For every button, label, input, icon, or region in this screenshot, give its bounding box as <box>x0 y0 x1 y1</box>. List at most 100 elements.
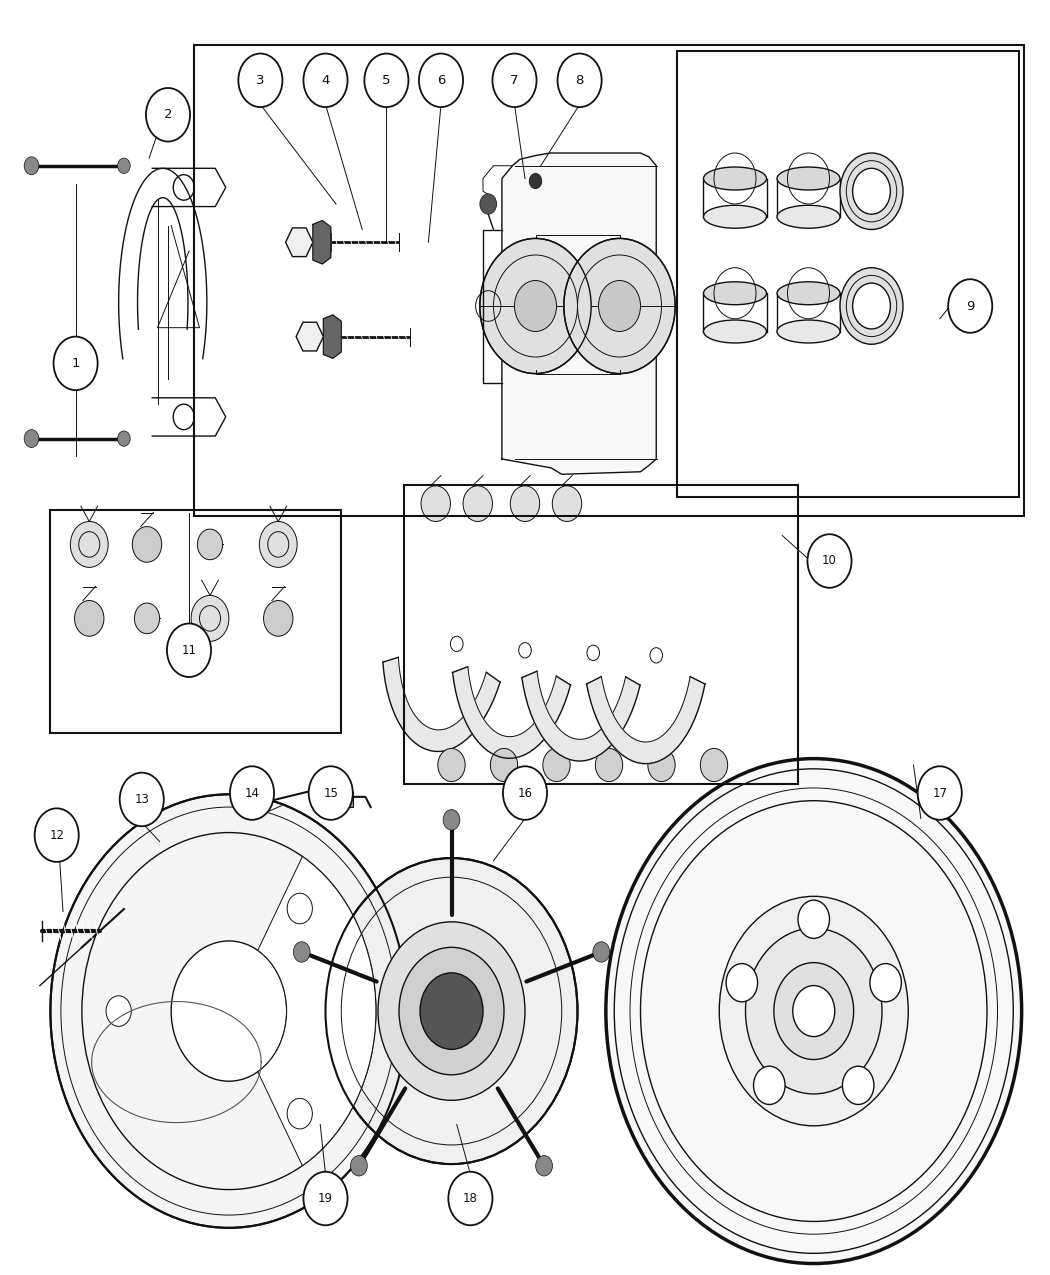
Circle shape <box>197 529 223 560</box>
Circle shape <box>552 486 582 521</box>
Circle shape <box>132 527 162 562</box>
Circle shape <box>564 238 675 374</box>
Ellipse shape <box>777 320 840 343</box>
Circle shape <box>230 766 274 820</box>
Text: 2: 2 <box>164 108 172 121</box>
Circle shape <box>419 54 463 107</box>
Circle shape <box>259 521 297 567</box>
Circle shape <box>918 766 962 820</box>
Ellipse shape <box>777 167 840 190</box>
Circle shape <box>293 942 310 963</box>
Polygon shape <box>383 658 500 751</box>
Circle shape <box>24 430 39 448</box>
Text: 10: 10 <box>822 555 837 567</box>
Circle shape <box>54 337 98 390</box>
Text: 17: 17 <box>932 787 947 799</box>
Circle shape <box>754 1066 785 1104</box>
Text: 16: 16 <box>518 787 532 799</box>
Circle shape <box>648 748 675 782</box>
Circle shape <box>287 894 312 924</box>
Polygon shape <box>313 221 331 264</box>
Circle shape <box>510 486 540 521</box>
Circle shape <box>558 54 602 107</box>
Bar <box>404 484 798 784</box>
Circle shape <box>120 773 164 826</box>
Circle shape <box>35 808 79 862</box>
Polygon shape <box>323 315 341 358</box>
Text: 13: 13 <box>134 793 149 806</box>
Circle shape <box>287 1098 312 1128</box>
Text: 19: 19 <box>318 1192 333 1205</box>
Circle shape <box>480 238 591 374</box>
Circle shape <box>24 157 39 175</box>
Circle shape <box>798 900 830 938</box>
Circle shape <box>191 595 229 641</box>
Circle shape <box>146 88 190 142</box>
Bar <box>50 510 341 733</box>
Text: 1: 1 <box>71 357 80 370</box>
Circle shape <box>50 794 407 1228</box>
Bar <box>194 45 1024 516</box>
Circle shape <box>303 54 348 107</box>
Circle shape <box>593 942 610 963</box>
Circle shape <box>448 1172 492 1225</box>
Circle shape <box>70 521 108 567</box>
Circle shape <box>840 268 903 344</box>
Circle shape <box>536 1155 552 1176</box>
Circle shape <box>514 280 556 332</box>
Circle shape <box>309 766 353 820</box>
Polygon shape <box>502 153 656 474</box>
Polygon shape <box>522 671 640 761</box>
Circle shape <box>438 748 465 782</box>
Ellipse shape <box>777 282 840 305</box>
Circle shape <box>463 486 492 521</box>
Text: 14: 14 <box>245 787 259 799</box>
Circle shape <box>529 173 542 189</box>
Circle shape <box>106 996 131 1026</box>
Circle shape <box>503 766 547 820</box>
Text: 12: 12 <box>49 829 64 842</box>
Text: 6: 6 <box>437 74 445 87</box>
Ellipse shape <box>777 205 840 228</box>
Circle shape <box>543 748 570 782</box>
Wedge shape <box>257 857 376 1165</box>
Circle shape <box>490 748 518 782</box>
Circle shape <box>948 279 992 333</box>
Circle shape <box>840 153 903 230</box>
Circle shape <box>869 964 901 1002</box>
Circle shape <box>351 1155 368 1176</box>
Circle shape <box>171 941 287 1081</box>
Ellipse shape <box>704 320 766 343</box>
Text: 18: 18 <box>463 1192 478 1205</box>
Circle shape <box>842 1066 874 1104</box>
Polygon shape <box>453 667 570 759</box>
Text: 11: 11 <box>182 644 196 657</box>
Circle shape <box>719 896 908 1126</box>
Ellipse shape <box>704 167 766 190</box>
Circle shape <box>326 858 578 1164</box>
Circle shape <box>364 54 408 107</box>
Circle shape <box>700 748 728 782</box>
Text: 3: 3 <box>256 74 265 87</box>
Circle shape <box>420 973 483 1049</box>
Circle shape <box>598 280 640 332</box>
Circle shape <box>853 283 890 329</box>
Circle shape <box>399 947 504 1075</box>
Circle shape <box>480 194 497 214</box>
Circle shape <box>746 928 882 1094</box>
Polygon shape <box>587 677 705 764</box>
Circle shape <box>118 431 130 446</box>
Ellipse shape <box>704 282 766 305</box>
Ellipse shape <box>704 205 766 228</box>
Circle shape <box>134 603 160 634</box>
Text: 4: 4 <box>321 74 330 87</box>
Text: 15: 15 <box>323 787 338 799</box>
Text: 9: 9 <box>966 300 974 312</box>
Text: 5: 5 <box>382 74 391 87</box>
Bar <box>334 792 353 807</box>
Circle shape <box>793 986 835 1037</box>
Circle shape <box>118 158 130 173</box>
Circle shape <box>303 1172 348 1225</box>
Bar <box>677 51 1018 497</box>
Text: 8: 8 <box>575 74 584 87</box>
